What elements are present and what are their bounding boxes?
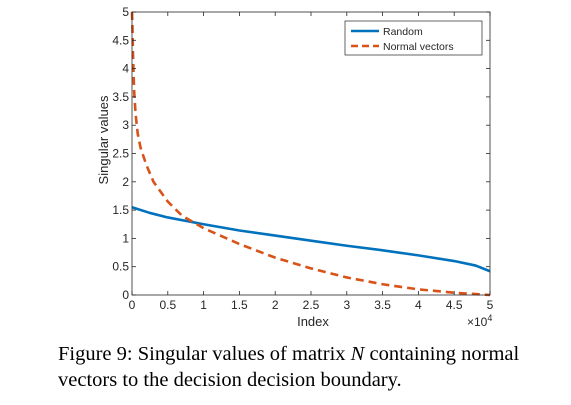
y-tick-label: 4.5 bbox=[112, 33, 129, 47]
figure: 0 0.5 1 1.5 2 2.5 3 3.5 4 4.5 5 0 0.5 1 1.5 2 2.5 3 3.5 4 4.… bbox=[96, 5, 494, 329]
x-axis-label: Index bbox=[297, 314, 329, 329]
x-exponent-power: 4 bbox=[487, 313, 492, 323]
x-tick-label: 4.5 bbox=[446, 298, 463, 312]
x-tick-label: 1 bbox=[200, 298, 207, 312]
x-tick-label: 0.5 bbox=[159, 298, 176, 312]
y-tick-label: 1.5 bbox=[112, 203, 129, 217]
plot-area bbox=[132, 12, 490, 295]
y-tick-label: 2 bbox=[122, 175, 129, 189]
x-tick-label: 2.5 bbox=[303, 298, 320, 312]
y-tick-label: 1 bbox=[122, 231, 129, 245]
x-tick-label: 2 bbox=[272, 298, 279, 312]
y-tick-label: 5 bbox=[122, 5, 129, 19]
legend-label-1: Normal vectors bbox=[383, 41, 454, 53]
caption-prefix: Figure 9: Singular values of matrix bbox=[58, 343, 351, 365]
x-tick-label: 4 bbox=[415, 298, 422, 312]
x-exponent-label: ×104 bbox=[467, 313, 492, 329]
y-tick-label: 3 bbox=[122, 118, 129, 132]
chart: 0 0.5 1 1.5 2 2.5 3 3.5 4 4.5 5 0 0.5 1 1.5 2 2.5 3 3.5 4 4.… bbox=[96, 5, 494, 329]
x-tick-label: 5 bbox=[487, 298, 494, 312]
y-tick-label: 4 bbox=[122, 62, 129, 76]
series-line-0 bbox=[131, 206, 491, 273]
y-tick-label: 0 bbox=[122, 288, 129, 302]
caption-suffix: containing normal vectors to the decisio… bbox=[58, 343, 520, 391]
y-tick-label: 2.5 bbox=[112, 147, 129, 161]
x-exponent-base: ×10 bbox=[467, 315, 488, 329]
series-line-1 bbox=[130, 11, 491, 297]
y-tick-label: 0.5 bbox=[112, 260, 129, 274]
x-tick-label: 3 bbox=[343, 298, 350, 312]
x-tick-label: 3.5 bbox=[374, 298, 391, 312]
legend-label-0: Random bbox=[383, 26, 423, 38]
y-axis-label: Singular values bbox=[96, 95, 111, 184]
figure-caption: Figure 9: Singular values of matrix N co… bbox=[58, 341, 568, 393]
caption-matrix-symbol: N bbox=[350, 343, 365, 365]
y-tick-label: 3.5 bbox=[112, 90, 129, 104]
x-tick-label: 0 bbox=[129, 298, 136, 312]
legend-box bbox=[344, 20, 483, 56]
x-tick-label: 1.5 bbox=[231, 298, 248, 312]
